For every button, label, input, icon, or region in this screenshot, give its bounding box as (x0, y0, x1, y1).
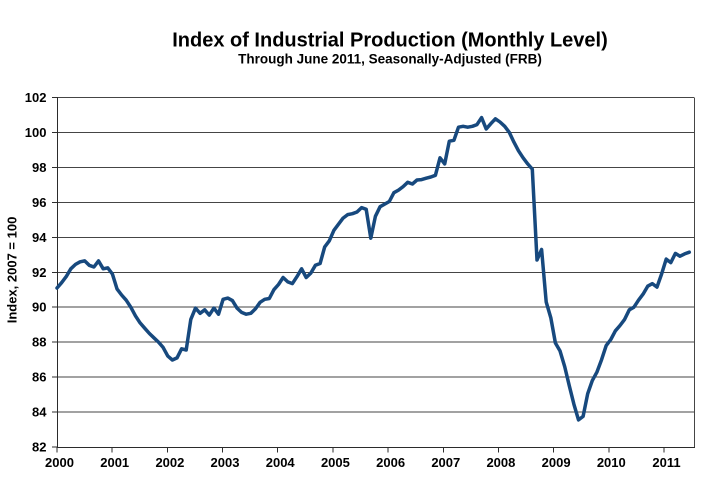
svg-text:84: 84 (32, 405, 47, 420)
svg-text:2008: 2008 (486, 455, 515, 470)
svg-text:96: 96 (32, 195, 46, 210)
svg-text:102: 102 (25, 90, 47, 105)
svg-text:Through June 2011, Seasonally-: Through June 2011, Seasonally-Adjusted (… (238, 52, 542, 67)
svg-text:98: 98 (32, 160, 46, 175)
svg-text:82: 82 (32, 440, 46, 455)
svg-text:2010: 2010 (597, 455, 626, 470)
svg-text:2004: 2004 (266, 455, 296, 470)
svg-text:100: 100 (25, 125, 47, 140)
svg-text:2007: 2007 (431, 455, 460, 470)
svg-text:88: 88 (32, 335, 46, 350)
svg-text:2009: 2009 (542, 455, 571, 470)
svg-text:2006: 2006 (376, 455, 405, 470)
svg-text:86: 86 (32, 370, 46, 385)
svg-text:Index of Industrial Production: Index of Industrial Production (Monthly … (172, 30, 608, 52)
svg-text:92: 92 (32, 265, 46, 280)
svg-text:94: 94 (32, 230, 47, 245)
svg-text:2000: 2000 (45, 455, 74, 470)
svg-text:90: 90 (32, 300, 46, 315)
svg-text:2003: 2003 (211, 455, 240, 470)
svg-text:2001: 2001 (100, 455, 129, 470)
svg-text:Index, 2007 = 100: Index, 2007 = 100 (5, 217, 20, 324)
svg-text:2005: 2005 (321, 455, 350, 470)
svg-text:2002: 2002 (155, 455, 184, 470)
svg-text:2011: 2011 (652, 455, 680, 470)
